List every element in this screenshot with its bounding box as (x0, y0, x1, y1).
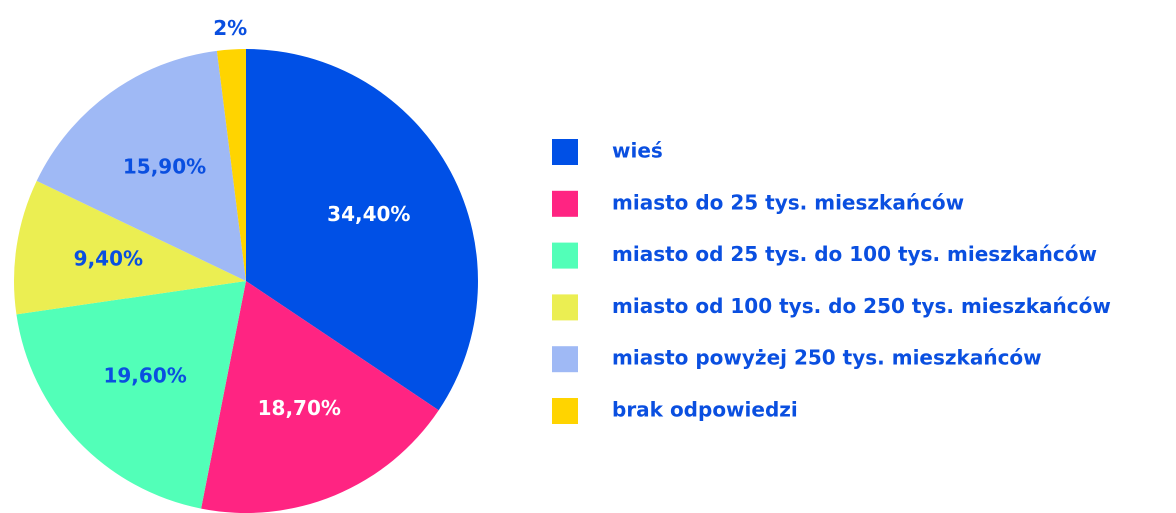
legend-label: wieś (612, 139, 663, 163)
legend-swatch (552, 190, 578, 217)
legend-swatch (552, 398, 578, 424)
data-label: 9,40% (74, 247, 143, 271)
legend-label: miasto od 100 tys. do 250 tys. mieszkańc… (612, 294, 1111, 318)
pie-slice (16, 281, 247, 509)
legend-swatch (552, 139, 578, 165)
pie-slice (14, 180, 247, 315)
legend-label: miasto powyżej 250 tys. mieszkańców (612, 346, 1042, 370)
legend-label: miasto od 25 tys. do 100 tys. mieszkańcó… (612, 242, 1097, 266)
data-label: 19,60% (103, 363, 186, 387)
legend-swatch (552, 346, 578, 373)
legend-swatch (552, 294, 578, 321)
pie-slice (201, 281, 439, 513)
legend-label: brak odpowiedzi (612, 398, 798, 422)
data-label: 18,70% (258, 396, 341, 420)
pie-slice (36, 50, 246, 281)
data-label: 15,90% (123, 155, 206, 179)
pie-slice (216, 49, 246, 281)
pie-slice (246, 49, 478, 411)
data-label: 2% (213, 16, 247, 40)
data-label: 34,40% (327, 202, 410, 226)
legend-swatch (552, 242, 578, 269)
legend-label: miasto do 25 tys. mieszkańców (612, 190, 964, 214)
